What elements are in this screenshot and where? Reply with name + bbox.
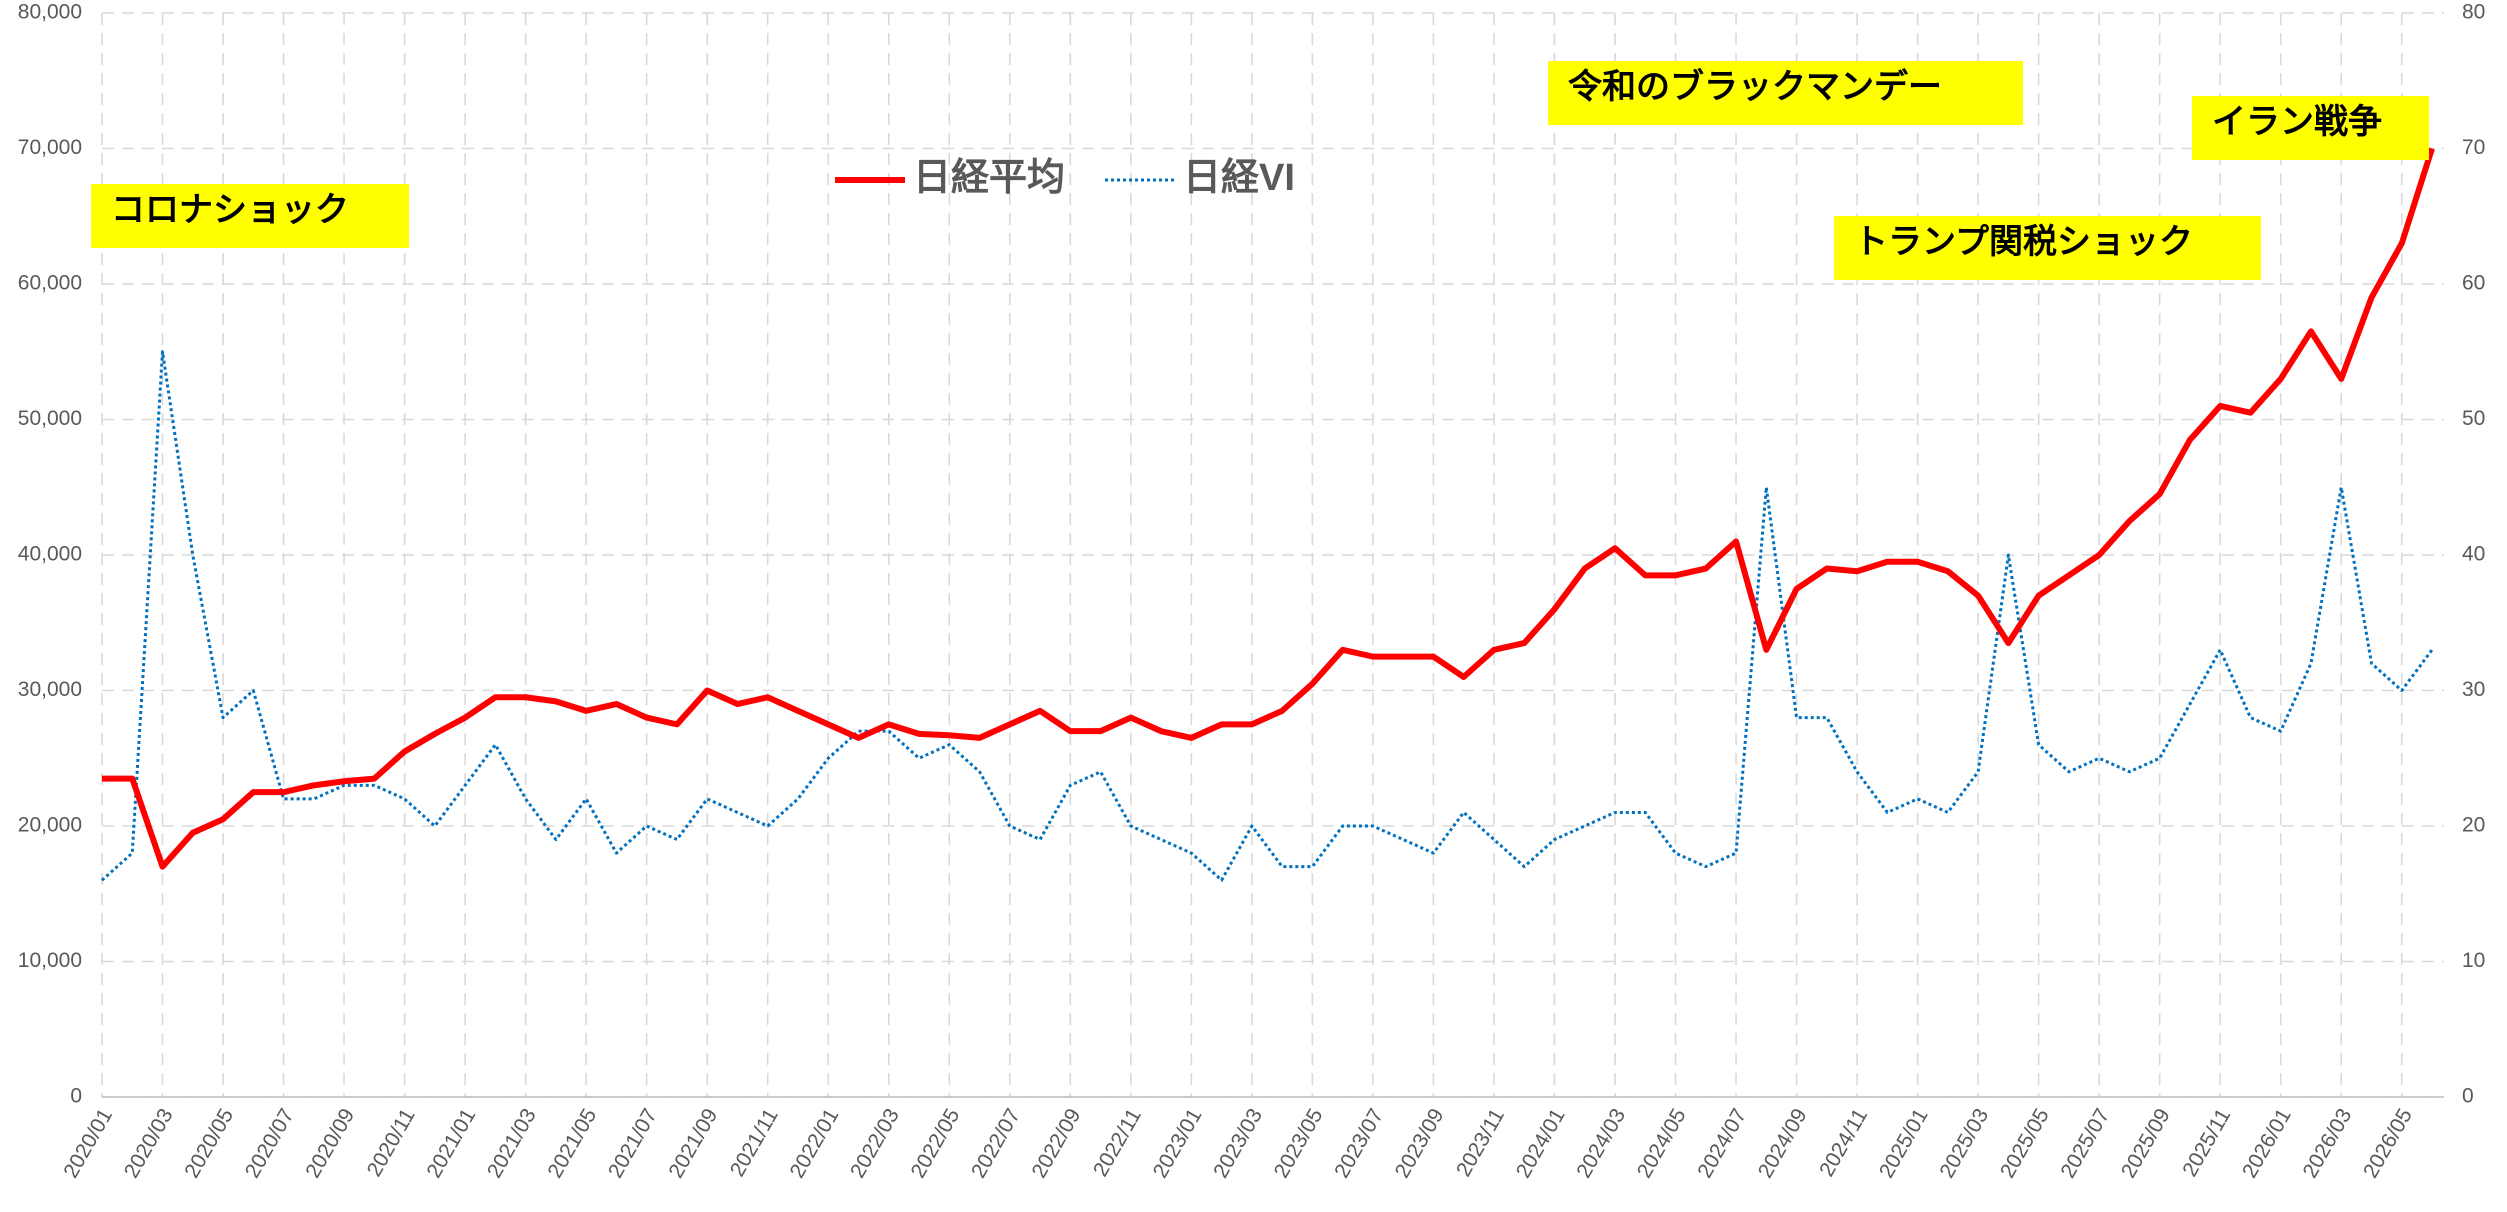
legend-label: 日経平均: [913, 157, 1065, 199]
x-tick-label: 2025/07: [2056, 1105, 2114, 1182]
legend-label: 日経VI: [1183, 157, 1295, 199]
x-tick-label: 2024/01: [1512, 1105, 1570, 1182]
y-tick-label: 20,000: [18, 814, 82, 837]
x-tick-label: 2020/11: [363, 1105, 420, 1181]
annotation-box: [2192, 96, 2429, 160]
x-tick-label: 2021/09: [664, 1105, 722, 1182]
y2-tick-label: 70: [2462, 136, 2485, 159]
x-tick-label: 2021/05: [543, 1105, 601, 1182]
y2-tick-label: 50: [2462, 407, 2485, 430]
series-line: [102, 147, 2435, 870]
y-tick-label: 0: [70, 1085, 82, 1108]
y2-tick-label: 80: [2462, 1, 2485, 24]
y-tick-label: 50,000: [18, 407, 82, 430]
x-tick-label: 2022/03: [846, 1105, 904, 1182]
x-tick-label: 2026/03: [2298, 1105, 2356, 1182]
x-tick-label: 2020/07: [241, 1105, 299, 1182]
x-tick-label: 2025/01: [1875, 1105, 1933, 1182]
x-tick-label: 2024/07: [1693, 1105, 1751, 1182]
x-tick-label: 2020/09: [301, 1105, 359, 1182]
annotation: イラン戦争: [2212, 103, 2382, 141]
x-tick-label: 2021/01: [422, 1105, 480, 1182]
x-tick-label: 2022/05: [907, 1105, 965, 1182]
y-tick-label: 80,000: [18, 1, 82, 24]
x-tick-label: 2021/11: [726, 1105, 783, 1181]
y2-tick-label: 10: [2462, 949, 2485, 972]
x-tick-label: 2021/03: [483, 1105, 541, 1182]
annotation: コロナショック: [111, 191, 349, 229]
x-tick-label: 2023/07: [1330, 1105, 1388, 1182]
annotation-box: [91, 184, 409, 248]
y2-tick-label: 30: [2462, 678, 2485, 701]
y2-tick-label: 20: [2462, 814, 2485, 837]
x-tick-label: 2020/05: [180, 1105, 238, 1182]
annotation: トランプ関税ショック: [1854, 223, 2193, 261]
x-tick-label: 2020/01: [59, 1105, 117, 1182]
x-tick-label: 2024/05: [1633, 1105, 1691, 1182]
x-tick-label: 2026/01: [2238, 1105, 2296, 1182]
x-tick-label: 2024/11: [1815, 1105, 1872, 1181]
y-tick-label: 60,000: [18, 272, 82, 295]
y-tick-label: 70,000: [18, 136, 82, 159]
y-tick-label: 30,000: [18, 678, 82, 701]
y2-tick-label: 0: [2462, 1085, 2474, 1108]
x-tick-label: 2022/01: [785, 1105, 843, 1182]
annotation: 令和のブラックマンデー: [1568, 67, 1942, 106]
x-tick-label: 2025/11: [2178, 1105, 2235, 1181]
x-tick-label: 2026/05: [2359, 1105, 2417, 1182]
x-tick-label: 2025/03: [1935, 1105, 1993, 1182]
annotation-box: [1834, 216, 2261, 280]
x-tick-label: 2024/03: [1572, 1105, 1630, 1182]
annotation-box: [1548, 61, 2023, 125]
y-tick-label: 10,000: [18, 949, 82, 972]
y2-tick-label: 40: [2462, 543, 2485, 566]
x-tick-label: 2025/05: [1996, 1105, 2054, 1182]
y2-tick-label: 60: [2462, 272, 2485, 295]
x-tick-label: 2022/11: [1089, 1105, 1146, 1181]
x-tick-label: 2021/07: [604, 1105, 662, 1182]
x-tick-label: 2024/09: [1754, 1105, 1812, 1182]
y-tick-label: 40,000: [18, 543, 82, 566]
x-tick-label: 2023/05: [1270, 1105, 1328, 1182]
x-tick-label: 2023/11: [1452, 1105, 1509, 1181]
x-tick-label: 2022/09: [1028, 1105, 1086, 1182]
x-tick-label: 2023/03: [1209, 1105, 1267, 1182]
x-tick-label: 2020/03: [120, 1105, 178, 1182]
series-line: [100, 350, 2434, 882]
x-tick-label: 2022/07: [967, 1105, 1025, 1182]
x-tick-label: 2025/09: [2117, 1105, 2175, 1182]
x-tick-label: 2023/09: [1391, 1105, 1449, 1182]
x-tick-label: 2023/01: [1149, 1105, 1207, 1182]
